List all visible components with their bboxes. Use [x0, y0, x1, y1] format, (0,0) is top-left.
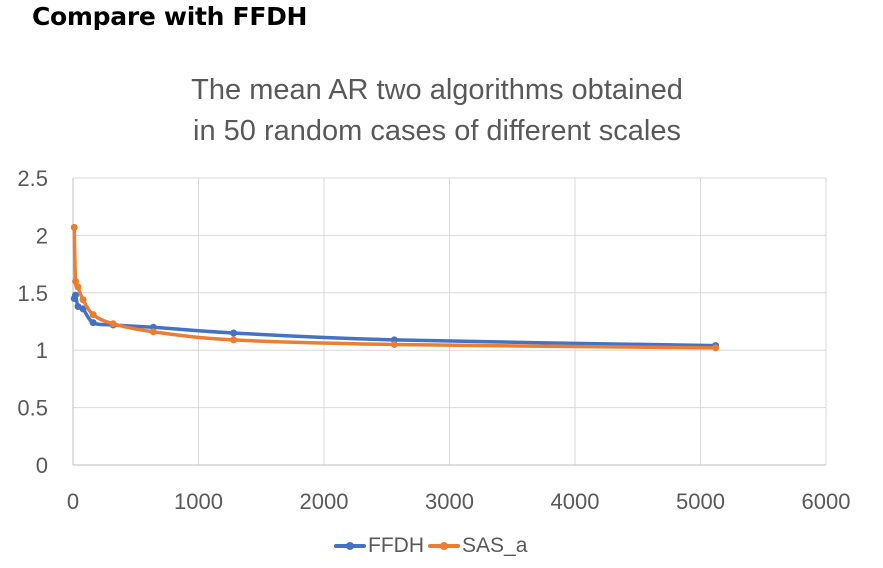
- legend-marker-ffdh: [346, 542, 354, 550]
- chart-title: The mean AR two algorithms obtained in 5…: [120, 70, 754, 152]
- data-point-sas-a: [70, 223, 78, 231]
- data-point-sas-a: [230, 336, 238, 344]
- x-tick-label: 0: [67, 489, 79, 514]
- data-point-sas-a: [149, 328, 157, 336]
- y-tick-label: 1: [36, 338, 48, 363]
- chart-title-line-1: The mean AR two algorithms obtained: [191, 74, 683, 106]
- legend-swatch-sas-a: [428, 538, 460, 554]
- y-tick-label: 0: [36, 453, 48, 478]
- data-point-sas-a: [712, 344, 720, 352]
- data-point-sas-a: [390, 340, 398, 348]
- data-point-sas-a: [72, 277, 80, 285]
- data-point-sas-a: [89, 311, 97, 319]
- x-tick-label: 6000: [802, 489, 851, 514]
- legend-item-sas-a[interactable]: SAS_a: [428, 534, 527, 558]
- x-tick-label: 3000: [425, 489, 474, 514]
- x-tick-label: 5000: [676, 489, 725, 514]
- legend-label-sas-a: SAS_a: [462, 534, 528, 557]
- data-point-sas-a: [74, 283, 82, 291]
- legend-swatch-ffdh: [334, 538, 366, 554]
- legend-label-ffdh: FFDH: [368, 534, 424, 557]
- chart-title-line-2: in 50 random cases of different scales: [193, 115, 681, 147]
- data-point-ffdh: [72, 291, 80, 299]
- y-tick-label: 1.5: [17, 281, 48, 306]
- data-point-sas-a: [109, 320, 117, 328]
- chart-legend: FFDH SAS_a: [334, 534, 531, 558]
- data-point-ffdh: [230, 329, 238, 337]
- page-heading: Compare with FFDH: [32, 2, 308, 31]
- x-tick-label: 2000: [300, 489, 349, 514]
- x-tick-label: 1000: [174, 489, 223, 514]
- data-point-ffdh: [79, 305, 87, 313]
- x-tick-label: 4000: [551, 489, 600, 514]
- data-point-sas-a: [79, 296, 87, 304]
- y-tick-label: 0.5: [17, 396, 48, 421]
- y-tick-label: 2.5: [17, 166, 48, 191]
- y-tick-label: 2: [36, 223, 48, 248]
- legend-marker-sas-a: [440, 542, 448, 550]
- data-point-ffdh: [89, 319, 97, 327]
- legend-item-ffdh[interactable]: FFDH: [334, 534, 424, 558]
